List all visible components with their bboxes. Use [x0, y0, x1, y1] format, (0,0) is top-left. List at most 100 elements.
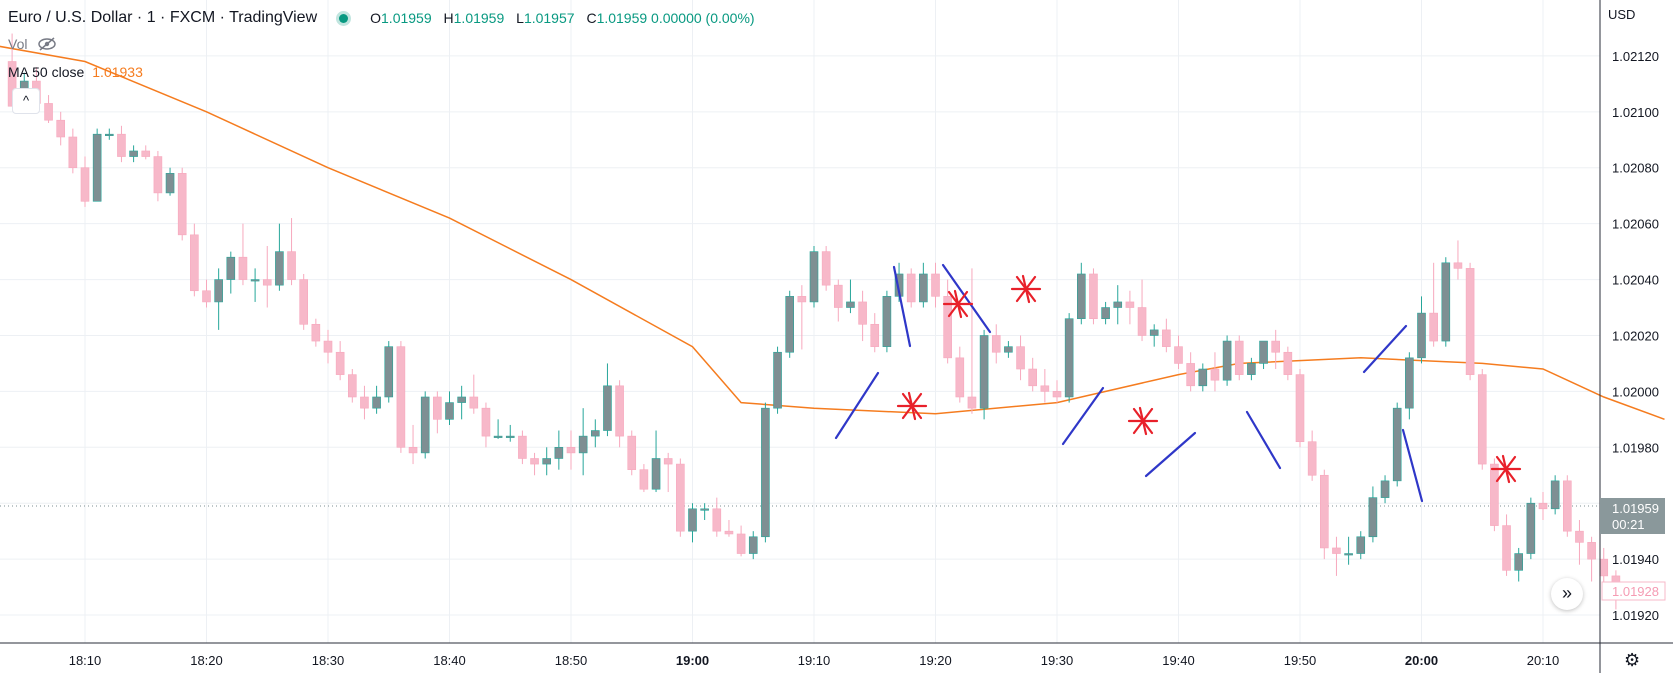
red-star-annotation — [1010, 274, 1042, 304]
red-star-annotation — [896, 391, 928, 421]
candle-body — [238, 256, 248, 280]
candle-body — [785, 296, 795, 353]
candle-body — [1344, 553, 1353, 556]
y-tick-label: 1.02020 — [1612, 328, 1659, 343]
x-tick-label: 19:40 — [1162, 653, 1195, 668]
eye-off-icon[interactable] — [37, 37, 57, 51]
candle-body — [190, 234, 199, 292]
candle — [250, 268, 260, 302]
candle-body — [590, 430, 600, 437]
candle — [141, 145, 151, 160]
trend-line-annotation — [1144, 431, 1197, 478]
star-stroke — [907, 391, 917, 421]
candle-body — [372, 396, 381, 409]
candle-body — [177, 173, 187, 236]
candle — [384, 341, 394, 403]
candle — [262, 246, 272, 308]
candle-body — [433, 396, 442, 420]
candle — [1587, 536, 1596, 582]
candle — [1392, 402, 1402, 487]
candle-body — [736, 533, 746, 554]
candle — [493, 419, 503, 439]
candle-body — [773, 351, 782, 409]
candle — [651, 430, 661, 493]
candle-body — [153, 156, 163, 194]
candle — [1028, 357, 1037, 392]
candle-body — [1368, 497, 1378, 538]
current-price-box — [1600, 498, 1665, 534]
candle-body — [1441, 262, 1451, 342]
candle — [1380, 475, 1390, 504]
candle-body — [809, 251, 819, 303]
x-tick-label: 20:10 — [1527, 653, 1560, 668]
candle — [736, 525, 746, 557]
candle-body — [1028, 368, 1037, 387]
candle — [712, 497, 722, 537]
ma-legend: MA 50 close 1.01933 — [8, 64, 143, 80]
candle-body — [676, 463, 685, 532]
scroll-right-icon: » — [1561, 583, 1572, 603]
candle-body — [1210, 368, 1220, 381]
candle-body — [202, 290, 211, 303]
candle-body — [688, 508, 697, 532]
grid — [0, 0, 1600, 643]
candle — [1344, 536, 1353, 565]
x-tick-label: 19:20 — [919, 653, 952, 668]
candle-body — [1356, 536, 1366, 554]
candle-body — [748, 536, 758, 554]
candle-body — [833, 284, 843, 308]
y-tick-label: 1.02120 — [1612, 49, 1659, 64]
candle — [165, 167, 175, 196]
volume-label[interactable]: Vol — [8, 36, 28, 52]
candle-body — [505, 435, 515, 438]
candle-body — [262, 279, 272, 286]
candle — [1089, 268, 1098, 325]
gear-icon[interactable]: ⚙ — [1624, 650, 1641, 670]
collapse-legend-button[interactable]: ^ — [12, 88, 40, 114]
candle — [92, 128, 102, 202]
candle-body — [1052, 391, 1062, 398]
currency-label[interactable]: USD — [1608, 7, 1636, 22]
star-stroke — [1138, 406, 1148, 436]
candle — [1514, 547, 1523, 582]
candle — [469, 374, 479, 414]
candle-body — [1563, 480, 1572, 532]
candle — [1149, 324, 1159, 347]
candle — [287, 218, 296, 286]
scroll-to-realtime-button[interactable]: » — [1551, 578, 1583, 610]
candle — [1162, 318, 1171, 353]
candle — [1283, 346, 1293, 381]
candle — [603, 363, 612, 437]
candle — [1210, 352, 1220, 392]
candle — [821, 246, 831, 291]
candle-body — [420, 396, 430, 454]
candle — [202, 279, 211, 308]
candle — [1222, 335, 1232, 386]
trend-line-annotation — [1401, 428, 1424, 503]
trend-line-annotation — [834, 371, 880, 440]
candle-body — [797, 296, 807, 303]
ma-label[interactable]: MA 50 close — [8, 64, 85, 80]
candle-body — [700, 508, 709, 511]
candle — [858, 290, 867, 342]
candle — [1101, 301, 1110, 325]
candle — [214, 268, 223, 330]
trend-line-annotation — [892, 265, 912, 348]
candle-body — [1526, 502, 1536, 554]
candle-body — [603, 385, 612, 431]
candle-body — [493, 435, 503, 438]
candle-body — [1550, 480, 1560, 510]
candle-body — [44, 103, 53, 121]
trend-line-annotation — [1061, 386, 1105, 446]
candle — [919, 262, 928, 308]
candle — [347, 369, 357, 403]
symbol-title[interactable]: Euro / U.S. Dollar · 1 · FXCM · TradingV… — [8, 9, 318, 26]
candle-body — [445, 402, 454, 420]
candle-body — [1149, 329, 1159, 336]
candle-body — [1295, 374, 1305, 443]
x-tick-label: 18:40 — [433, 653, 466, 668]
ma-price-box — [1601, 581, 1666, 601]
candle-body — [530, 458, 539, 465]
